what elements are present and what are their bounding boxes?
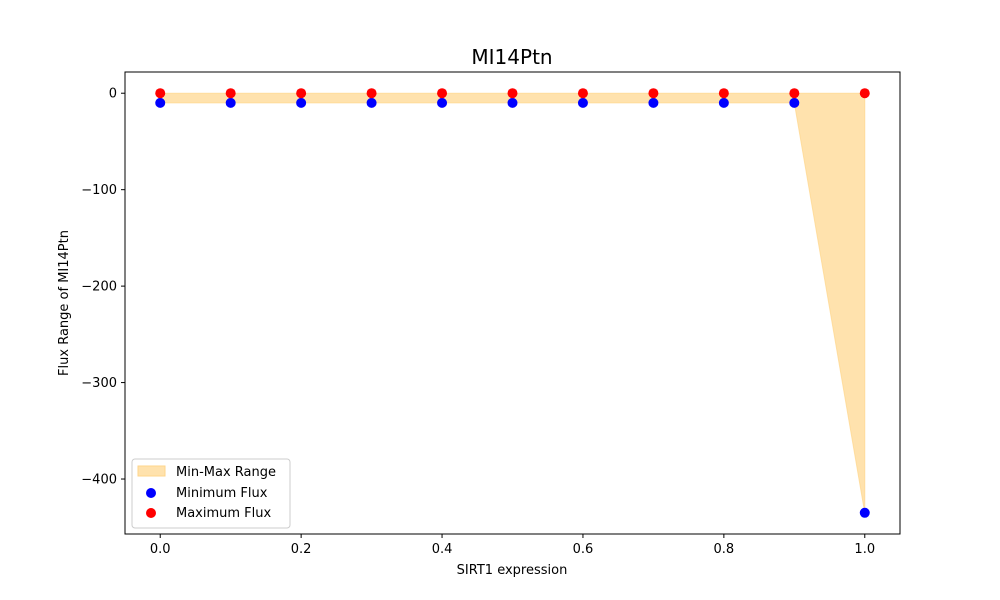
minimum-flux-point — [577, 97, 588, 108]
maximum-flux-point — [859, 88, 870, 99]
axes-frame — [124, 71, 901, 535]
minimum-flux-point — [789, 97, 800, 108]
minimum-flux-point — [859, 507, 870, 518]
chart-title: MI14Ptn — [471, 45, 552, 69]
legend-min-max-range-label: Min-Max Range — [176, 465, 276, 480]
y-axis-label: Flux Range of MI14Ptn — [57, 230, 72, 376]
minimum-flux-point — [437, 97, 448, 108]
legend: Min-Max Range Minimum Flux Maximum Flux — [131, 458, 291, 529]
legend-maximum-flux-marker — [146, 508, 156, 518]
maximum-flux-point — [366, 88, 377, 99]
maximum-flux-point — [648, 88, 659, 99]
minimum-flux-point — [296, 97, 307, 108]
y-tick-label: −300 — [81, 376, 117, 391]
x-axis-label: SIRT1 expression — [457, 563, 568, 578]
maximum-flux-points — [155, 88, 870, 99]
y-axis-ticks: 0 −100 −200 −300 −400 — [81, 87, 125, 488]
minimum-flux-point — [366, 97, 377, 108]
minimum-flux-point — [648, 97, 659, 108]
minimum-flux-point — [718, 97, 729, 108]
y-tick-label: −400 — [81, 473, 117, 488]
maximum-flux-point — [437, 88, 448, 99]
x-tick-label: 0.0 — [150, 542, 171, 557]
x-axis-ticks: 0.0 0.2 0.4 0.6 0.8 1.0 — [150, 534, 875, 557]
maximum-flux-point — [789, 88, 800, 99]
legend-maximum-flux-label: Maximum Flux — [176, 506, 272, 521]
maximum-flux-point — [718, 88, 729, 99]
maximum-flux-point — [155, 88, 166, 99]
y-tick-label: −200 — [81, 280, 117, 295]
y-tick-label: 0 — [109, 87, 117, 102]
x-tick-label: 1.0 — [854, 542, 875, 557]
x-tick-label: 0.4 — [432, 542, 453, 557]
legend-minimum-flux-label: Minimum Flux — [176, 486, 268, 501]
legend-minimum-flux-marker — [146, 488, 156, 498]
maximum-flux-point — [507, 88, 518, 99]
x-tick-label: 0.6 — [573, 542, 594, 557]
x-tick-label: 0.2 — [291, 542, 312, 557]
minimum-flux-points — [155, 97, 870, 518]
x-tick-label: 0.8 — [714, 542, 735, 557]
plot-area — [124, 71, 901, 535]
maximum-flux-point — [296, 88, 307, 99]
maximum-flux-point — [577, 88, 588, 99]
minimum-flux-point — [155, 97, 166, 108]
maximum-flux-point — [225, 88, 236, 99]
minimum-flux-point — [225, 97, 236, 108]
minimum-flux-point — [507, 97, 518, 108]
legend-min-max-range-swatch — [137, 465, 166, 477]
legend-frame — [131, 458, 291, 529]
y-tick-label: −100 — [81, 183, 117, 198]
